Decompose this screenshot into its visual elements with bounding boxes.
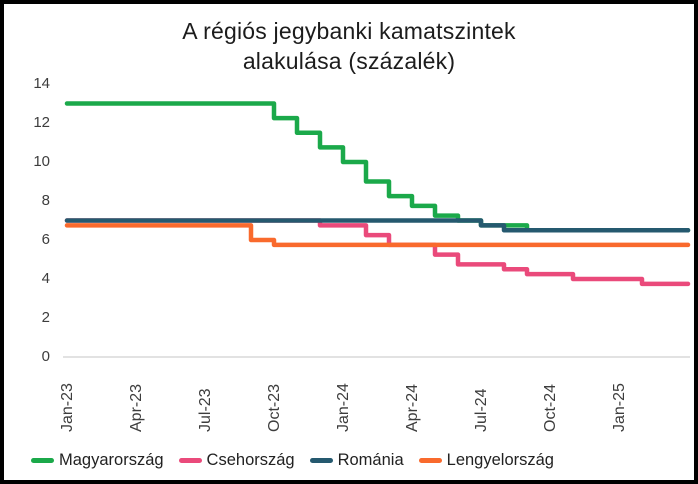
x-tick-label: Jan-25 [611, 383, 628, 432]
legend-swatch-icon [31, 457, 54, 463]
x-tick-label: Oct-24 [542, 383, 559, 432]
x-tick-label: Jan-24 [335, 383, 352, 432]
legend-item-magyarország: Magyarország [31, 450, 164, 470]
y-tick-label: 8 [41, 192, 50, 209]
x-tick-label: Jul-24 [473, 388, 490, 432]
chart-title: A régiós jegybanki kamatszintek alakulás… [4, 16, 694, 76]
y-tick-label: 0 [41, 348, 50, 365]
series-line-magyarország [64, 101, 691, 233]
legend-label: Románia [337, 451, 404, 469]
y-tick-label: 14 [33, 75, 50, 92]
y-tick-label: 10 [33, 153, 50, 170]
legend-swatch-icon [178, 457, 202, 463]
legend-item-lengyelország: Lengyelország [418, 450, 554, 470]
x-tick-label: Jul-23 [197, 388, 214, 432]
chart-title-line-2: alakulása (százalék) [242, 48, 456, 74]
x-tick-label: Oct-23 [266, 383, 283, 432]
y-tick-label: 12 [33, 114, 50, 131]
legend-swatch-icon [418, 457, 442, 463]
x-tick-label: Apr-24 [404, 383, 421, 432]
legend-label: Csehország [206, 451, 295, 469]
chart-legend: Magyarország Csehország Románia Lengyelorsz… [31, 450, 554, 470]
legend-item-románia: Románia [309, 450, 404, 470]
legend-item-csehország: Csehország [178, 450, 295, 470]
x-tick-label: Jan-23 [59, 383, 76, 432]
legend-label: Lengyelország [446, 451, 554, 469]
legend-swatch-icon [309, 457, 333, 463]
series-line-románia [64, 218, 691, 233]
y-tick-label: 4 [41, 270, 50, 287]
chart-title-line-1: A régiós jegybanki kamatszintek [182, 18, 516, 44]
legend-label: Magyarország [59, 451, 164, 469]
x-tick-label: Apr-23 [128, 383, 145, 432]
y-tick-label: 6 [41, 231, 50, 248]
y-tick-label: 2 [41, 309, 50, 326]
series-line-lengyelország [64, 223, 691, 248]
chart-canvas [63, 101, 691, 358]
